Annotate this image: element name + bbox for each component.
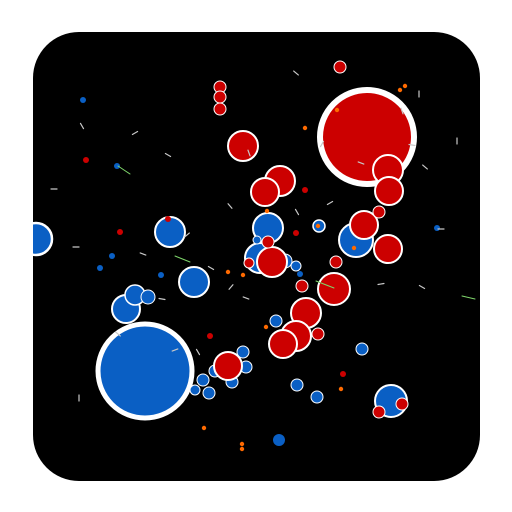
- red-cell-51: [213, 102, 227, 116]
- red-cell-37: [250, 177, 280, 207]
- debris-25: [242, 296, 250, 300]
- trail-1: [174, 255, 191, 263]
- blue-cell-15: [355, 342, 369, 356]
- debris-1: [79, 122, 85, 130]
- debris-24: [400, 107, 404, 115]
- trail-3: [315, 280, 335, 289]
- debris-27: [326, 200, 334, 206]
- trail-0: [117, 165, 131, 175]
- red-cell-62: [117, 229, 123, 235]
- red-cell-60: [165, 216, 171, 222]
- blue-cell-13: [290, 260, 302, 272]
- red-cell-44: [317, 272, 351, 306]
- blue-cell-14: [269, 314, 283, 328]
- blue-cell-27: [252, 235, 262, 245]
- red-cell-63: [293, 230, 299, 236]
- trail-2: [461, 295, 476, 300]
- debris-13: [228, 284, 234, 290]
- spark-11: [402, 83, 408, 89]
- debris-19: [377, 282, 385, 286]
- blue-cell-1: [95, 321, 195, 421]
- spark-6: [240, 272, 246, 278]
- debris-5: [319, 140, 325, 148]
- red-cell-54: [329, 255, 343, 269]
- red-cell-41: [373, 234, 403, 264]
- debris-15: [115, 331, 121, 337]
- spark-3: [239, 446, 245, 452]
- spark-13: [264, 208, 270, 214]
- red-cell-39: [374, 176, 404, 206]
- red-cell-65: [207, 333, 213, 339]
- spark-2: [239, 441, 245, 447]
- debris-14: [158, 297, 166, 301]
- debris-3: [164, 152, 172, 158]
- debris-6: [357, 161, 365, 165]
- blue-cell-32: [158, 272, 164, 278]
- spark-10: [351, 245, 357, 251]
- debris-10: [139, 252, 147, 256]
- blue-cell-21: [189, 384, 201, 396]
- red-cell-58: [372, 405, 386, 419]
- red-cell-40: [349, 210, 379, 240]
- red-cell-47: [268, 329, 298, 359]
- red-cell-57: [243, 257, 255, 269]
- blue-cell-24: [310, 390, 324, 404]
- red-cell-64: [302, 187, 308, 193]
- debris-8: [227, 203, 233, 209]
- red-cell-59: [395, 397, 409, 411]
- debris-0: [293, 70, 299, 76]
- red-cell-42: [256, 246, 288, 278]
- blue-cell-16: [236, 345, 250, 359]
- debris-17: [195, 348, 201, 356]
- spark-4: [201, 425, 207, 431]
- blue-cell-33: [297, 271, 303, 277]
- blue-cell-6: [178, 266, 210, 298]
- red-cell-55: [311, 327, 325, 341]
- spark-0: [302, 125, 308, 131]
- spark-7: [263, 324, 269, 330]
- spark-8: [338, 386, 344, 392]
- debris-4: [247, 149, 251, 157]
- blue-cell-31: [109, 253, 115, 259]
- red-cell-66: [340, 371, 346, 377]
- red-cell-50: [213, 90, 227, 104]
- blue-cell-2: [33, 221, 54, 257]
- blue-cell-28: [80, 97, 86, 103]
- debris-9: [184, 232, 190, 238]
- blue-cell-29: [114, 163, 120, 169]
- blue-cell-9: [140, 289, 156, 305]
- blue-cell-22: [202, 386, 216, 400]
- red-cell-35: [227, 130, 259, 162]
- red-cell-53: [295, 279, 309, 293]
- red-cell-48: [213, 351, 243, 381]
- debris-26: [294, 208, 300, 216]
- blue-cell-23: [290, 378, 304, 392]
- blue-cell-4: [154, 216, 186, 248]
- spark-9: [315, 223, 321, 229]
- red-cell-61: [83, 157, 89, 163]
- debris-7: [408, 143, 416, 147]
- particle-scene: [33, 60, 476, 452]
- debris-2: [131, 130, 139, 136]
- blue-cell-30: [434, 225, 440, 231]
- app-icon[interactable]: [33, 32, 480, 481]
- debris-20: [418, 284, 426, 290]
- debris-22: [422, 164, 428, 170]
- blue-cell-34: [97, 265, 103, 271]
- red-cell-43: [261, 235, 275, 249]
- spark-5: [225, 269, 231, 275]
- debris-16: [171, 348, 179, 352]
- spark-1: [334, 107, 340, 113]
- red-cell-56: [372, 205, 386, 219]
- debris-12: [207, 265, 215, 271]
- blue-cell-25: [273, 434, 285, 446]
- spark-12: [397, 87, 403, 93]
- red-cell-52: [333, 60, 347, 74]
- blue-cell-19: [196, 373, 210, 387]
